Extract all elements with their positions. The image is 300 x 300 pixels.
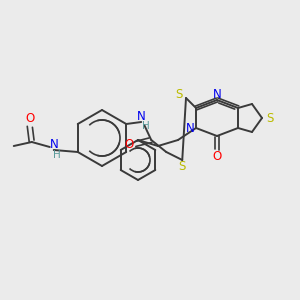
Text: S: S: [178, 160, 186, 172]
Text: S: S: [266, 112, 274, 124]
Text: O: O: [25, 112, 34, 125]
Text: H: H: [53, 150, 61, 160]
Text: N: N: [186, 122, 194, 136]
Text: N: N: [137, 110, 146, 124]
Text: O: O: [212, 151, 222, 164]
Text: H: H: [142, 121, 150, 131]
Text: S: S: [175, 88, 183, 101]
Text: N: N: [213, 88, 221, 100]
Text: N: N: [50, 139, 58, 152]
Text: O: O: [124, 137, 134, 151]
